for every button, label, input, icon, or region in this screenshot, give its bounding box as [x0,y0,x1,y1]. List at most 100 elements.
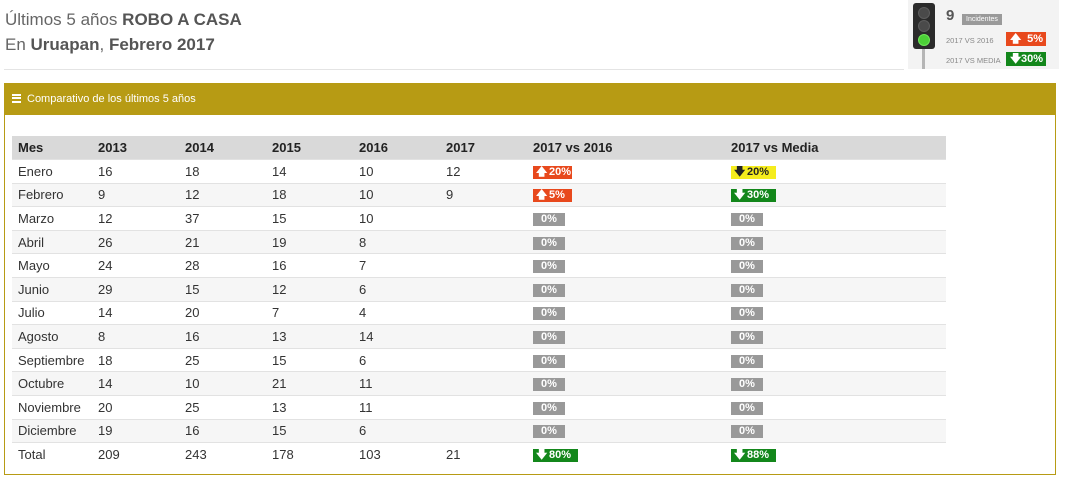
cell-y2015: 18 [266,182,353,207]
vsmedia-value: 0% [739,425,755,438]
cell-y2016: 6 [353,347,440,372]
cell-y2017: 9 [440,182,527,207]
menu-icon[interactable] [12,92,21,104]
traffic-light-pole [922,49,925,69]
vsmedia-badge: 0% [731,236,763,250]
header-2017: 2017 [440,136,527,160]
cell-y2017 [440,300,527,325]
cell-mes: Julio [12,300,92,325]
header-vsmedia: 2017 vs Media [725,136,946,160]
cell-y2015: 12 [266,276,353,302]
vsmedia-badge: 0% [731,401,763,415]
location-prefix: En [5,35,31,54]
cell-vsmedia: 🡇 30% [725,182,946,207]
vsmedia-value: 30% [747,189,770,202]
cell-vsmedia: 0% [725,418,946,443]
cell-y2013: 24 [92,253,179,278]
incident-count-label: Incidentes [962,14,1002,25]
cell-y2017 [440,324,527,349]
vsmedia-badge: 0% [731,378,763,392]
cell-mes: Febrero [12,182,92,207]
cell-y2017 [440,206,527,231]
vsmedia-value: 0% [739,236,755,249]
vs2016-value: 5% [1027,33,1043,45]
vs2016-badge: 0% [533,378,565,392]
vs2016-badge: 0% [533,213,565,227]
cell-mes: Abril [12,229,92,254]
cell-y2015: 13 [266,324,353,349]
title-prefix: Últimos 5 años [5,10,123,29]
cell-y2015: 21 [266,371,353,396]
city-name: Uruapan [30,35,100,54]
cell-vs2016: 0% [527,418,725,443]
header-divider [4,69,904,70]
cell-y2015: 14 [266,159,353,184]
vs2016-badge: 🡅 5% [1006,32,1046,46]
vsmedia-badge: 0% [731,330,763,344]
cell-y2013: 9 [92,182,179,207]
vsmedia-badge: 🡇 20% [731,165,776,179]
cell-y2014: 21 [179,229,266,254]
cell-vsmedia: 🡇 20% [725,159,946,184]
cell-vs2016: 0% [527,394,725,420]
vsmedia-value: 30% [1020,53,1043,65]
title-line-2: En Uruapan, Febrero 2017 [5,32,242,57]
cell-y2013: 8 [92,324,179,349]
cell-y2017 [440,371,527,396]
vsmedia-badge: 0% [731,425,763,439]
down-arrow-icon: 🡇 [536,448,548,461]
cell-mes: Junio [12,276,92,302]
table-row: Noviembre 20 25 13 11 0% 0% [12,394,946,420]
vs2016-value: 0% [541,213,557,226]
cell-vsmedia: 0% [725,229,946,254]
cell-y2016: 7 [353,253,440,278]
vs2016-value: 5% [549,189,565,202]
vsmedia-label: 2017 VS MEDIA [946,56,1001,65]
cell-vsmedia: 0% [725,394,946,420]
cell-y2013: 18 [92,347,179,372]
vs2016-badge: 0% [533,330,565,344]
cell-vsmedia: 0% [725,347,946,372]
cell-y2016: 103 [353,442,440,466]
down-arrow-icon: 🡇 [1010,53,1022,65]
cell-mes: Marzo [12,206,92,231]
panel-header[interactable]: Comparativo de los últimos 5 años [5,84,1055,115]
vs2016-value: 80% [549,448,572,461]
cell-y2014: 243 [179,442,266,466]
period-label: Febrero 2017 [108,35,215,54]
cell-y2014: 18 [179,159,266,184]
cell-y2016: 11 [353,394,440,420]
cell-mes: Mayo [12,253,92,278]
cell-vs2016: 0% [527,324,725,349]
title-separator: , [99,35,109,54]
cell-vsmedia: 0% [725,206,946,231]
header-2016: 2016 [353,136,440,160]
cell-y2013: 12 [92,206,179,231]
cell-y2013: 29 [92,276,179,302]
up-arrow-icon: 🡅 [536,165,548,178]
title-line-1: Últimos 5 años ROBO A CASA [5,7,242,32]
cell-y2016: 6 [353,276,440,302]
vs2016-badge: 🡅 20% [533,165,572,179]
cell-y2017 [440,394,527,420]
down-arrow-icon: 🡇 [734,189,746,202]
table-row: Diciembre 19 16 15 6 0% 0% [12,418,946,443]
cell-y2015: 178 [266,442,353,466]
cell-y2014: 20 [179,300,266,325]
cell-y2013: 209 [92,442,179,466]
table-row: Mayo 24 28 16 7 0% 0% [12,253,946,278]
cell-y2014: 16 [179,324,266,349]
table-row: Abril 26 21 19 8 0% 0% [12,229,946,254]
cell-y2017 [440,253,527,278]
cell-vsmedia: 0% [725,324,946,349]
vs2016-value: 0% [541,354,557,367]
cell-y2013: 16 [92,159,179,184]
cell-y2014: 12 [179,182,266,207]
cell-y2015: 13 [266,394,353,420]
cell-y2017: 12 [440,159,527,184]
traffic-light-icon [913,3,935,49]
incident-count: 9 [946,7,955,24]
cell-y2016: 14 [353,324,440,349]
table-row: Junio 29 15 12 6 0% 0% [12,276,946,302]
vs2016-badge: 0% [533,401,565,415]
